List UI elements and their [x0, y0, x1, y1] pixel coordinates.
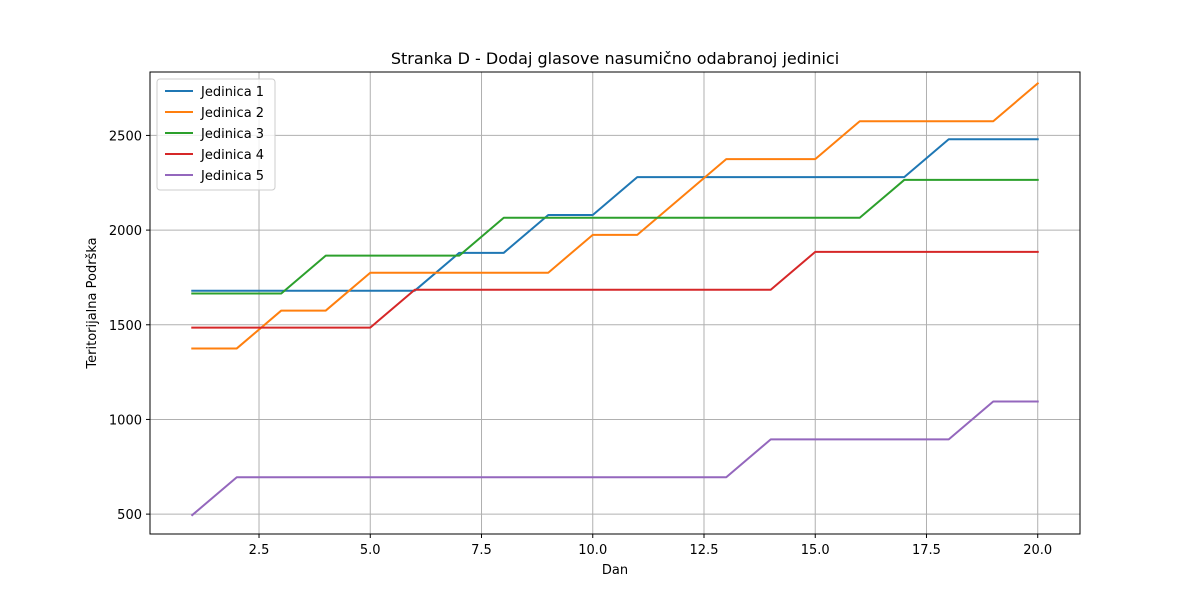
series-line-3 [191, 178, 1039, 295]
series-lines [190, 81, 1040, 517]
plot-area-frame [149, 71, 1081, 535]
chart-title: Stranka D - Dodaj glasove nasumično odab… [391, 49, 839, 68]
x-tick-label: 7.5 [471, 543, 492, 558]
legend-label: Jedinica 4 [200, 148, 264, 163]
legend-label: Jedinica 3 [200, 127, 264, 142]
y-tick-label: 1500 [109, 319, 142, 334]
x-axis-title: Dan [602, 563, 628, 578]
x-tick-label: 12.5 [690, 543, 719, 558]
grid [150, 72, 1080, 534]
y-tick-label: 500 [117, 508, 142, 523]
series-line-4 [191, 250, 1039, 329]
x-tick-label: 2.5 [249, 543, 270, 558]
legend-label: Jedinica 2 [200, 106, 264, 121]
legend-label: Jedinica 5 [200, 169, 264, 184]
legend-box [156, 78, 276, 191]
y-tick-label: 1000 [109, 413, 142, 428]
x-tick-label: 5.0 [360, 543, 381, 558]
x-tick-label: 10.0 [578, 543, 607, 558]
series-line-2 [191, 81, 1040, 350]
legend: Jedinica 1 Jedinica 2 Jedinica 3 Jedinica 4… [156, 78, 276, 191]
y-tick-label: 2500 [109, 129, 142, 144]
series-line-5 [190, 400, 1039, 517]
series-line-1 [191, 138, 1039, 292]
x-tick-label: 17.5 [912, 543, 941, 558]
y-axis-title: Teritorijalna Podrška [85, 237, 100, 369]
legend-label: Jedinica 1 [200, 85, 264, 100]
x-tick-label: 20.0 [1023, 543, 1052, 558]
axis-ticks: 2.5 5.0 7.5 10.0 12.5 15.0 17.5 20.0 500 1000 1500… [109, 129, 1052, 558]
y-tick-label: 2000 [109, 224, 142, 239]
x-tick-label: 15.0 [801, 543, 830, 558]
